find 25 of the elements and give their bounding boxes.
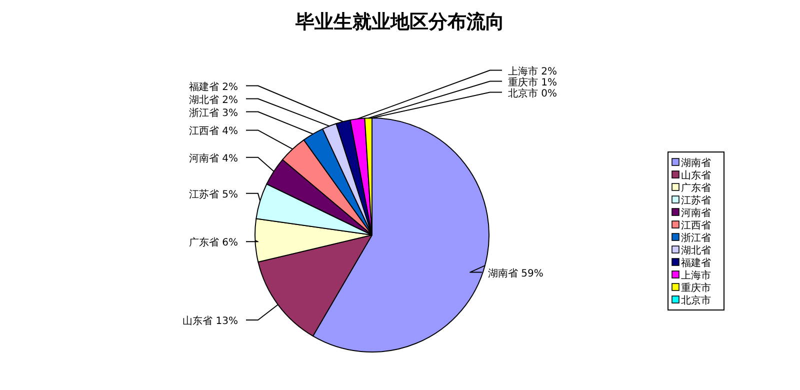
category-label: 福建省 2% bbox=[188, 82, 238, 93]
category-label: 浙江省 3% bbox=[188, 108, 238, 119]
category-label: 重庆市 1% bbox=[508, 77, 558, 88]
category-label: 北京市 0% bbox=[508, 88, 558, 100]
legend-label: 重庆市 bbox=[681, 282, 711, 294]
legend-label: 山东省 bbox=[681, 170, 711, 182]
legend-label: 上海市 bbox=[681, 270, 711, 282]
category-label: 山东省 13% bbox=[182, 316, 238, 327]
legend-label: 湖南省 bbox=[681, 157, 711, 169]
category-label: 湖南省 59% bbox=[488, 268, 544, 280]
category-label: 上海市 2% bbox=[508, 66, 558, 78]
legend-label: 江西省 bbox=[681, 220, 711, 232]
category-label: 江西省 4% bbox=[188, 126, 238, 138]
legend-label: 北京市 bbox=[681, 294, 711, 306]
legend-label: 浙江省 bbox=[681, 232, 711, 244]
legend-label: 湖北省 bbox=[681, 244, 711, 256]
chart-title: 毕业生就业地区分布流向 bbox=[294, 11, 504, 33]
category-label: 广东省 6% bbox=[188, 238, 238, 249]
legend-label: 广东省 bbox=[681, 182, 711, 194]
legend-label: 福建省 bbox=[681, 257, 711, 269]
category-label: 湖北省 2% bbox=[188, 94, 238, 106]
legend-label: 河南省 bbox=[681, 207, 711, 219]
legend-label: 江苏省 bbox=[681, 194, 711, 206]
category-label: 江苏省 5% bbox=[188, 189, 238, 200]
category-label: 河南省 4% bbox=[188, 153, 238, 164]
